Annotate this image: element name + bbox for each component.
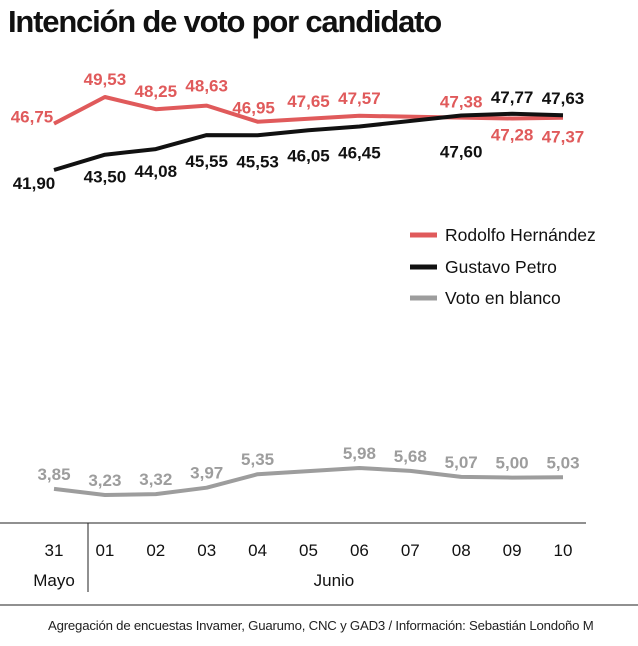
x-tick-label: 31	[45, 541, 64, 560]
label-rodolfo-hernandez: 47,28	[491, 126, 534, 145]
label-voto-en-blanco: 5,35	[241, 450, 274, 469]
label-voto-en-blanco: 3,85	[37, 465, 70, 484]
x-tick-label: 04	[248, 541, 267, 560]
label-rodolfo-hernandez: 49,53	[84, 70, 127, 89]
label-voto-en-blanco: 5,00	[496, 454, 529, 473]
label-gustavo-petro: 41,90	[13, 174, 56, 193]
label-gustavo-petro: 47,60	[440, 142, 483, 161]
label-gustavo-petro: 44,08	[135, 162, 178, 181]
label-voto-en-blanco: 5,07	[445, 453, 478, 472]
label-gustavo-petro: 47,63	[542, 89, 585, 108]
label-rodolfo-hernandez: 48,63	[185, 77, 228, 96]
source-note: Agregación de encuestas Invamer, Guarumo…	[48, 618, 594, 633]
label-rodolfo-hernandez: 47,65	[287, 92, 330, 111]
x-tick-label: 07	[401, 541, 420, 560]
x-tick-label: 05	[299, 541, 318, 560]
legend-item-gustavo-petro: Gustavo Petro	[445, 257, 557, 277]
label-rodolfo-hernandez: 46,95	[232, 99, 275, 118]
series-lines	[53, 95, 564, 497]
label-rodolfo-hernandez: 46,75	[11, 108, 54, 127]
month-label: Junio	[314, 571, 355, 590]
line-gustavo-petro	[53, 111, 564, 172]
label-gustavo-petro: 43,50	[84, 168, 127, 187]
label-voto-en-blanco: 5,03	[546, 453, 579, 472]
label-rodolfo-hernandez: 47,57	[338, 89, 381, 108]
chart-title: Intención de voto por candidato	[8, 4, 442, 39]
label-voto-en-blanco: 5,98	[343, 444, 376, 463]
label-voto-en-blanco: 3,97	[190, 464, 223, 483]
legend-item-rodolfo-hernandez: Rodolfo Hernández	[445, 225, 596, 245]
label-voto-en-blanco: 5,68	[394, 447, 427, 466]
label-gustavo-petro: 45,53	[236, 152, 279, 171]
x-tick-label: 01	[95, 541, 114, 560]
label-voto-en-blanco: 3,32	[139, 470, 172, 489]
line-voto-en-blanco	[53, 466, 564, 497]
x-tick-label: 08	[452, 541, 471, 560]
label-rodolfo-hernandez: 47,37	[542, 128, 585, 147]
legend: Rodolfo Hernández Gustavo Petro Voto en bl…	[410, 225, 596, 308]
label-gustavo-petro: 46,05	[287, 146, 330, 165]
label-rodolfo-hernandez: 47,38	[440, 93, 483, 112]
label-gustavo-petro: 47,77	[491, 88, 534, 107]
x-axis: 31 01 02 03 04 05 06 07 08 09 10 Mayo Junio	[0, 522, 638, 606]
label-rodolfo-hernandez: 48,25	[135, 82, 178, 101]
legend-item-voto-en-blanco: Voto en blanco	[445, 288, 561, 308]
x-tick-label: 06	[350, 541, 369, 560]
x-tick-label: 02	[146, 541, 165, 560]
x-tick-label: 10	[554, 541, 573, 560]
x-tick-label: 09	[503, 541, 522, 560]
label-gustavo-petro: 46,45	[338, 143, 381, 162]
label-gustavo-petro: 45,55	[185, 152, 228, 171]
label-voto-en-blanco: 3,23	[88, 471, 121, 490]
x-tick-label: 03	[197, 541, 216, 560]
month-label: Mayo	[33, 571, 75, 590]
line-rodolfo-hernandez	[53, 95, 564, 126]
